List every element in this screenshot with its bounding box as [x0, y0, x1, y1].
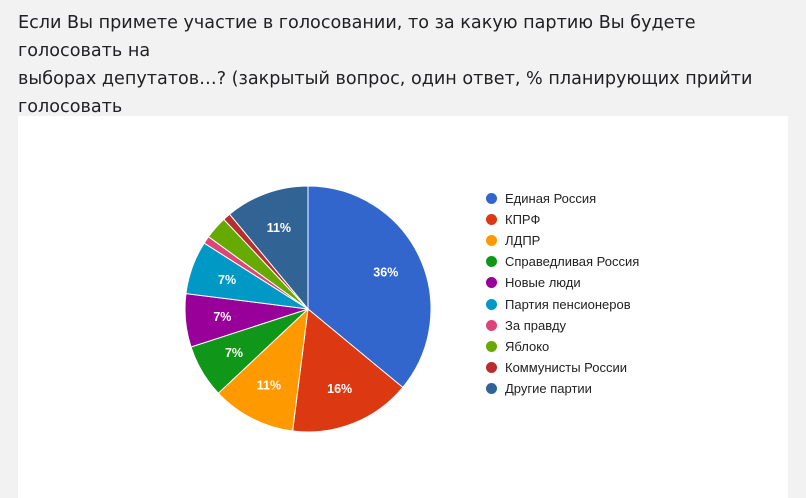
legend-label: Партия пенсионеров — [505, 296, 631, 312]
legend-item[interactable]: За правду — [486, 315, 639, 336]
pie-slice-label: 16% — [327, 382, 352, 396]
legend-swatch-icon — [486, 361, 497, 373]
pie-slice-label: 36% — [373, 265, 398, 279]
legend-item[interactable]: ЛДПР — [486, 230, 639, 251]
legend-label: КПРФ — [505, 212, 541, 228]
legend-item[interactable]: Партия пенсионеров — [486, 293, 639, 314]
legend-swatch-icon — [486, 235, 497, 247]
chart-card: 36% 16% 11% 7% 7% 7% 11% Единая Россия КПРФ ЛДПР… — [18, 116, 788, 498]
legend-label: Новые люди — [505, 275, 581, 291]
chart-legend: Единая Россия КПРФ ЛДПР Справедливая Россия… — [486, 188, 639, 399]
legend-swatch-icon — [486, 214, 497, 226]
pie-slice-label: 7% — [218, 273, 236, 287]
pie-slice-label: 11% — [257, 379, 281, 393]
legend-label: Справедливая Россия — [505, 254, 640, 270]
legend-swatch-icon — [486, 319, 497, 331]
pie-slices — [184, 185, 432, 433]
pie-chart: 36% 16% 11% 7% 7% 7% 11% — [184, 185, 432, 433]
legend-swatch-icon — [486, 340, 497, 352]
pie-slice[interactable] — [228, 185, 309, 311]
legend-label: Единая Россия — [505, 191, 597, 207]
legend-item[interactable]: Справедливая Россия — [486, 251, 639, 272]
legend-label: Коммунисты России — [505, 359, 628, 375]
legend-label: Другие партии — [505, 380, 592, 396]
legend-label: ЛДПР — [505, 233, 541, 249]
legend-swatch-icon — [486, 193, 497, 205]
legend-item[interactable]: Коммунисты России — [486, 357, 639, 378]
pie-slice[interactable] — [307, 185, 432, 389]
pie-slice-labels: 36% 16% 11% 7% 7% 7% 11% — [213, 221, 398, 396]
legend-label: Яблоко — [505, 338, 550, 354]
legend-swatch-icon — [486, 382, 497, 394]
pie-slice[interactable] — [292, 308, 404, 433]
legend-swatch-icon — [486, 256, 497, 268]
legend-swatch-icon — [486, 298, 497, 310]
legend-item[interactable]: Другие партии — [486, 378, 639, 399]
pie-slice-label: 7% — [213, 310, 231, 324]
pie-slice[interactable] — [217, 307, 309, 432]
legend-item[interactable]: Новые люди — [486, 272, 639, 293]
legend-item[interactable]: Яблоко — [486, 336, 639, 357]
pie-slice-label: 7% — [225, 346, 243, 360]
pie-slice-label: 11% — [267, 221, 291, 235]
legend-item[interactable]: Единая Россия — [486, 188, 639, 209]
legend-swatch-icon — [486, 277, 497, 289]
legend-label: За правду — [505, 317, 567, 333]
legend-item[interactable]: КПРФ — [486, 209, 639, 230]
